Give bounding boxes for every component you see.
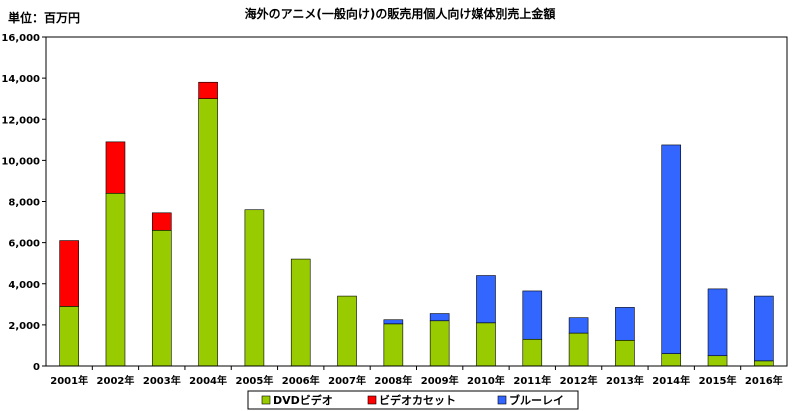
x-tick-label: 2007年 [328,374,366,387]
bar-segment [105,141,126,194]
bar-segment [476,322,496,367]
x-tick-label: 2016年 [745,374,783,387]
bars-layer [59,81,774,367]
bar-segment [615,307,635,341]
bar-segment [383,323,404,367]
bar-segment [429,320,450,367]
x-tick-label: 2006年 [282,374,320,387]
bar-segment [198,98,218,367]
bar-segment [615,339,635,367]
bar-segment [383,319,404,325]
bar-segment [568,332,589,367]
y-tick-label: 10,000 [1,156,40,167]
y-tick-label: 8,000 [8,198,40,209]
x-tick-label: 2005年 [235,374,273,387]
bar-segment [105,192,126,367]
y-tick-label: 14,000 [1,74,40,85]
x-tick-label: 2003年 [143,374,181,387]
x-tick-label: 2011年 [513,374,551,387]
bar-segment [522,290,543,340]
y-tick-label: 12,000 [1,115,40,126]
legend: DVDビデオ ビデオカセット ブルーレイ [247,390,579,410]
bar-segment [151,229,172,367]
chart-title: 海外のアニメ(一般向け)の販売用個人向け媒体別売上金額 [245,6,556,21]
y-tick-label: 6,000 [8,239,40,250]
bar-segment [198,81,218,99]
bar-segment [151,212,172,231]
bar-segment [337,295,357,367]
bar-segment [522,338,543,367]
bar-segment [754,295,774,362]
axes-layer: 0 2,000 4,000 6,000 8,000 10,000 12,000 14,000 1… [1,33,788,387]
x-tick-label: 2012年 [560,374,598,387]
legend-label: ブルーレイ [509,393,564,407]
bar-segment [59,306,79,367]
bar-segment [429,313,450,322]
x-tick-label: 2008年 [374,374,412,387]
bar-segment [476,275,496,324]
x-tick-label: 2002年 [97,374,135,387]
x-tick-label: 2001年 [50,374,88,387]
y-tick-label: 16,000 [1,33,40,44]
unit-label: 単位：百万円 [8,10,80,25]
x-tick-label: 2009年 [421,374,459,387]
x-tick-label: 2013年 [606,374,644,387]
bar-segment [290,258,311,367]
legend-swatch [261,395,271,405]
y-tick-label: 2,000 [8,321,40,332]
x-tick-label: 2010年 [467,374,505,387]
bar-segment [754,360,774,367]
legend-swatch [367,395,377,405]
bar-segment [661,144,682,354]
bar-segment [244,209,265,367]
legend-label: DVDビデオ [273,393,333,407]
y-tick-label: 0 [33,362,40,373]
y-tick-label: 4,000 [8,280,40,291]
x-tick-label: 2014年 [652,374,690,387]
bar-segment [568,317,589,334]
bar-segment [661,353,682,367]
bar-segment [707,355,728,367]
legend-label: ビデオカセット [379,393,456,407]
x-tick-label: 2015年 [699,374,737,387]
legend-box [247,390,579,410]
x-tick-label: 2004年 [189,374,227,387]
legend-swatch [497,395,507,405]
bar-segment [707,288,728,357]
bar-segment [59,240,79,307]
